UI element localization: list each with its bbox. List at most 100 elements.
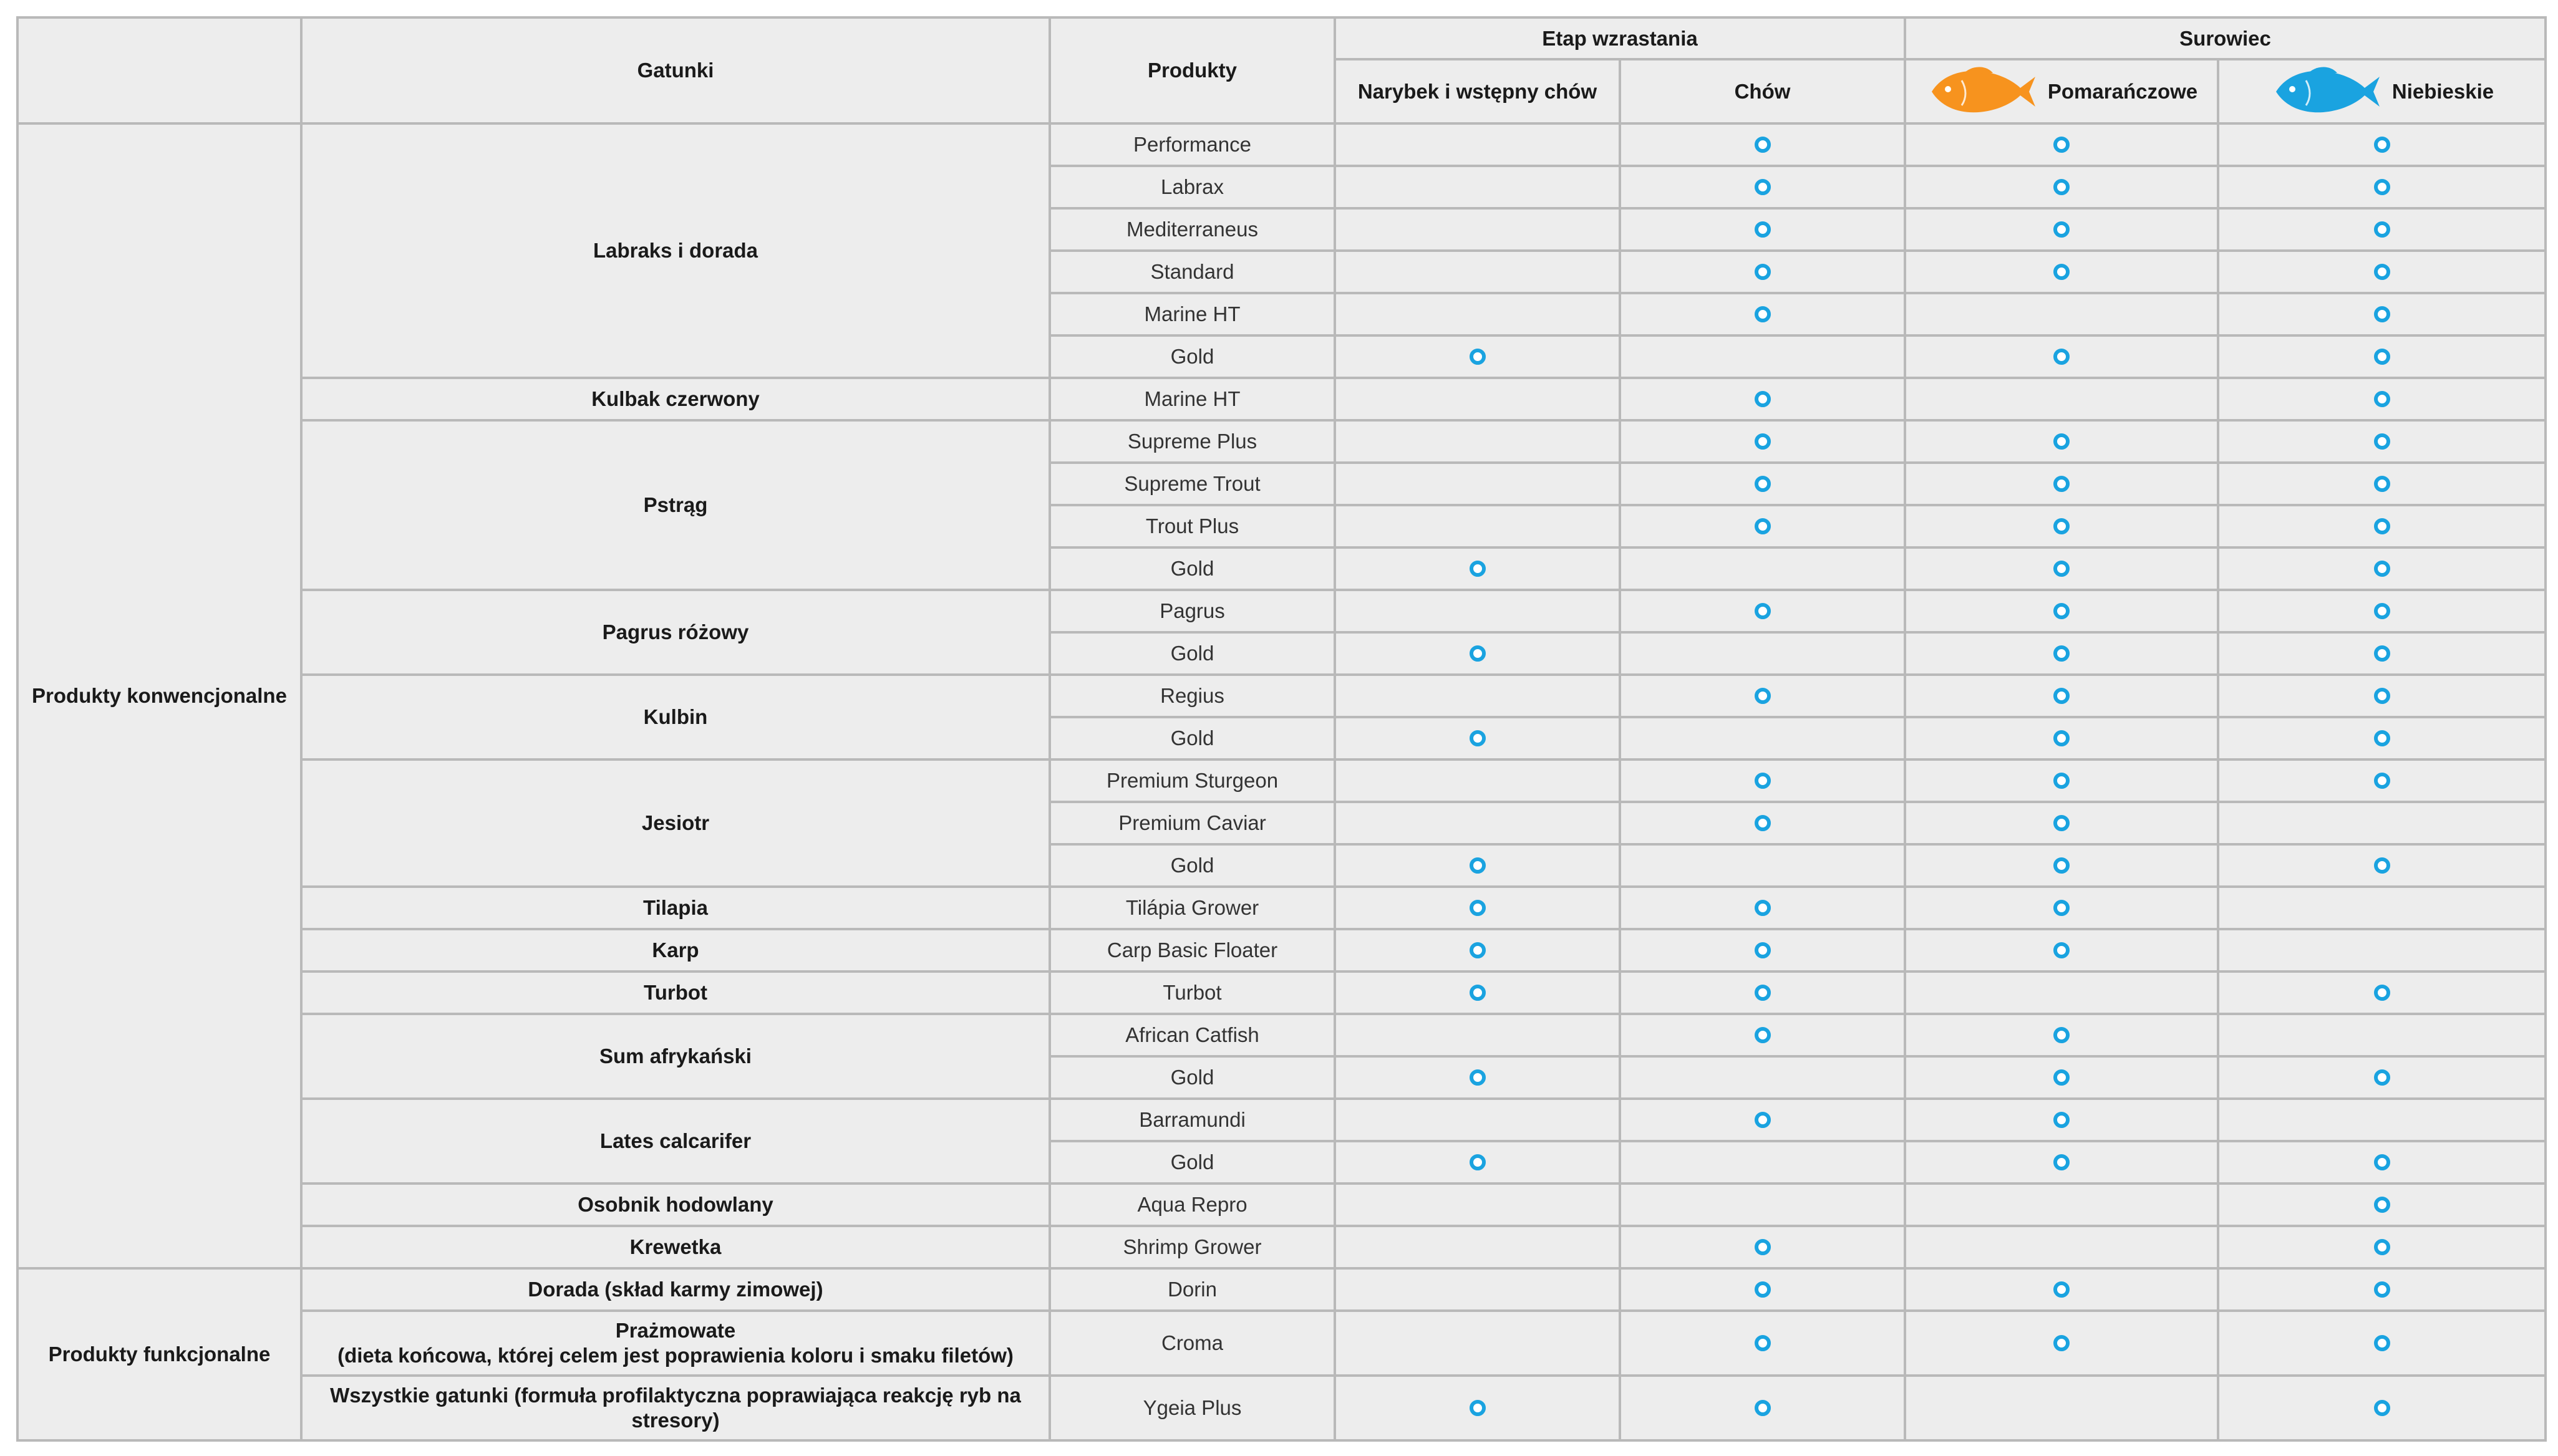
cell-orange xyxy=(1904,1267,2220,1312)
species-name: Dorada (skład karmy zimowej) xyxy=(528,1278,823,1301)
dot-marker-icon xyxy=(2373,730,2390,746)
product-matrix: Gatunki Produkty Etap wzrastania Surowie… xyxy=(16,16,2547,1442)
dot-marker-icon xyxy=(1469,942,1486,958)
dot-marker-icon xyxy=(2053,1154,2070,1170)
product-name: Barramundi xyxy=(1049,1097,1336,1142)
species-label: Pstrąg xyxy=(300,419,1051,591)
cell-grow xyxy=(1618,377,1907,422)
cell-blue xyxy=(2217,334,2547,379)
cell-fry xyxy=(1334,1140,1621,1185)
dot-marker-icon xyxy=(1754,306,1771,322)
cell-fry xyxy=(1334,843,1621,888)
species-label: Lates calcarifer xyxy=(300,1097,1051,1185)
product-name: Mediterraneus xyxy=(1049,207,1336,252)
species-name: Labraks i dorada xyxy=(593,239,758,262)
cell-grow xyxy=(1618,292,1907,337)
cell-orange xyxy=(1904,419,2220,464)
dot-marker-icon xyxy=(2053,942,2070,958)
dot-marker-icon xyxy=(2053,433,2070,450)
cell-blue xyxy=(2217,801,2547,846)
dot-marker-icon xyxy=(2373,1400,2390,1416)
dot-marker-icon xyxy=(1469,900,1486,916)
raw-material-header: Surowiec xyxy=(1904,16,2547,60)
dot-marker-icon xyxy=(2053,1112,2070,1128)
cell-blue xyxy=(2217,1309,2547,1377)
species-label: Prażmowate (dieta końcowa, której celem j… xyxy=(300,1309,1051,1377)
cell-grow xyxy=(1618,1182,1907,1227)
cell-fry xyxy=(1334,1309,1621,1377)
dot-marker-icon xyxy=(1469,645,1486,662)
product-name: Marine HT xyxy=(1049,292,1336,337)
dot-marker-icon xyxy=(1754,985,1771,1001)
species-name: Turbot xyxy=(643,981,707,1004)
cell-fry xyxy=(1334,377,1621,422)
cell-blue xyxy=(2217,928,2547,973)
product-name: Shrimp Grower xyxy=(1049,1225,1336,1270)
dot-marker-icon xyxy=(2373,1239,2390,1255)
cell-orange xyxy=(1904,801,2220,846)
dot-marker-icon xyxy=(2053,645,2070,662)
table-row: Supreme Trout xyxy=(17,461,2547,506)
cell-blue xyxy=(2217,122,2547,167)
cell-grow xyxy=(1618,1140,1907,1185)
dot-marker-icon xyxy=(2053,1027,2070,1043)
cell-blue xyxy=(2217,504,2547,549)
species-name: Karp xyxy=(652,938,699,962)
species-label: Jesiotr xyxy=(300,758,1051,888)
cell-fry xyxy=(1334,673,1621,718)
cell-orange xyxy=(1904,1013,2220,1058)
species-name: Wszystkie gatunki (formuła profilaktyczn… xyxy=(330,1384,1021,1432)
species-label: Karp xyxy=(300,928,1051,973)
cell-grow xyxy=(1618,461,1907,506)
table-row: Pstrąg Supreme Plus xyxy=(17,419,2547,591)
cell-blue xyxy=(2217,631,2547,676)
table-row: Marine HT xyxy=(17,292,2547,337)
product-name: Gold xyxy=(1049,716,1336,761)
dot-marker-icon xyxy=(1469,561,1486,577)
cell-orange xyxy=(1904,249,2220,294)
cell-blue xyxy=(2217,292,2547,337)
cell-grow xyxy=(1618,1097,1907,1142)
table-row: Mediterraneus xyxy=(17,207,2547,252)
dot-marker-icon xyxy=(2053,349,2070,365)
cell-fry xyxy=(1334,334,1621,379)
raw-blue-label: Niebieskie xyxy=(2391,79,2494,103)
orange-fish-icon xyxy=(1931,66,2035,112)
dot-marker-icon xyxy=(2373,306,2390,322)
product-name: Dorin xyxy=(1049,1267,1336,1312)
cell-blue xyxy=(2217,716,2547,761)
growth-stage-header: Etap wzrastania xyxy=(1333,16,1907,60)
cell-blue xyxy=(2217,885,2547,930)
cell-grow xyxy=(1618,1374,1907,1442)
cell-orange xyxy=(1904,1182,2220,1227)
dot-marker-icon xyxy=(2373,603,2390,619)
dot-marker-icon xyxy=(2373,1197,2390,1213)
cell-fry xyxy=(1334,461,1621,506)
cell-grow xyxy=(1618,334,1907,379)
dot-marker-icon xyxy=(2373,1335,2390,1351)
species-label: Tilapia xyxy=(300,885,1051,930)
dot-marker-icon xyxy=(2053,688,2070,704)
dot-marker-icon xyxy=(1754,942,1771,958)
species-note: (dieta końcowa, której celem jest popraw… xyxy=(337,1344,1014,1367)
dot-marker-icon xyxy=(2053,561,2070,577)
dot-marker-icon xyxy=(1754,1400,1771,1416)
product-name: Gold xyxy=(1049,546,1336,591)
cell-grow xyxy=(1618,1055,1907,1100)
species-label: Kulbin xyxy=(300,673,1051,761)
cell-orange xyxy=(1904,928,2220,973)
dot-marker-icon xyxy=(1754,433,1771,450)
cell-orange xyxy=(1904,1374,2220,1442)
cell-orange xyxy=(1904,207,2220,252)
dot-marker-icon xyxy=(2053,476,2070,492)
cell-orange xyxy=(1904,970,2220,1015)
species-name: Prażmowate xyxy=(615,1319,736,1342)
cell-orange xyxy=(1904,1225,2220,1270)
cell-fry xyxy=(1334,1097,1621,1142)
cell-fry xyxy=(1334,716,1621,761)
product-name: Premium Caviar xyxy=(1049,801,1336,846)
products-header: Produkty xyxy=(1049,16,1336,125)
table-row: Gold xyxy=(17,716,2547,761)
cell-fry xyxy=(1334,1013,1621,1058)
category-label: Produkty funkcjonalne xyxy=(16,1267,303,1442)
